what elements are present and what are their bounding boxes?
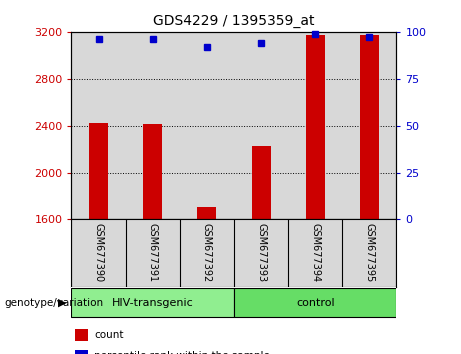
Text: GSM677393: GSM677393 [256,223,266,282]
Text: GSM677392: GSM677392 [202,223,212,282]
Bar [89,123,108,219]
Bar [360,35,379,219]
Bar [143,124,162,219]
Title: GDS4229 / 1395359_at: GDS4229 / 1395359_at [153,14,315,28]
Text: GSM677394: GSM677394 [310,223,320,282]
Bar [306,35,325,219]
Bar [71,288,234,317]
Text: HIV-transgenic: HIV-transgenic [112,298,194,308]
Bar [252,145,271,219]
Text: GSM677390: GSM677390 [94,223,104,282]
Bar [75,350,88,354]
Bar [75,329,88,341]
Text: GSM677395: GSM677395 [364,223,374,282]
Text: genotype/variation: genotype/variation [5,298,104,308]
Text: count: count [94,330,124,340]
Bar [197,207,216,219]
Bar [234,288,396,317]
Text: control: control [296,298,335,308]
Text: GSM677391: GSM677391 [148,223,158,282]
Text: percentile rank within the sample: percentile rank within the sample [94,351,270,354]
Text: ▶: ▶ [58,298,66,308]
